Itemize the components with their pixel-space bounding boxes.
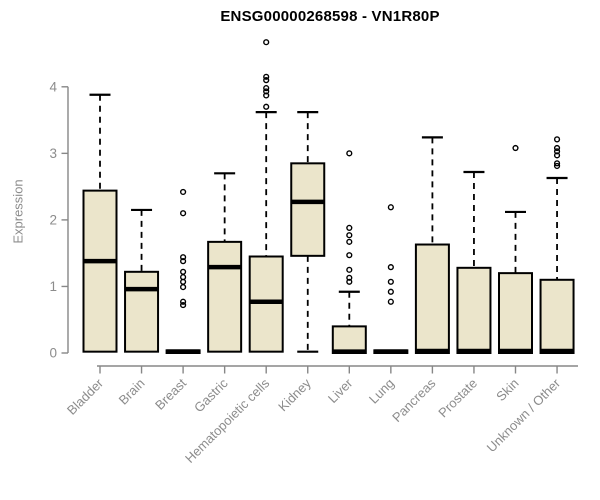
x-tick-label: Unknown / Other <box>484 375 564 455</box>
x-tick-label: Gastric <box>191 375 231 415</box>
outlier-point <box>263 73 270 80</box>
outlier-point <box>263 77 270 84</box>
box <box>414 243 450 354</box>
outlier-point <box>180 254 187 261</box>
box <box>331 325 367 355</box>
outlier-point <box>553 136 561 143</box>
outlier-point <box>263 103 270 110</box>
box <box>290 162 326 257</box>
outlier-point <box>180 298 187 305</box>
y-tick-label: 4 <box>49 79 57 94</box>
outlier-point <box>387 264 394 271</box>
box <box>124 270 160 353</box>
outlier-point <box>387 278 394 285</box>
outlier-point <box>346 232 353 239</box>
outlier-point <box>387 298 394 305</box>
outlier-point <box>180 258 187 265</box>
outlier-point <box>346 266 353 273</box>
outlier-point <box>346 252 353 259</box>
x-tick-label: Kidney <box>275 375 314 414</box>
outlier-point <box>553 160 561 167</box>
outlier-point <box>180 268 187 275</box>
outlier-point <box>263 92 270 99</box>
x-tick-label: Skin <box>493 376 521 404</box>
outlier-point <box>553 152 561 159</box>
y-tick-label: 2 <box>49 212 57 227</box>
outlier-point <box>263 88 270 95</box>
box <box>82 189 118 353</box>
chart-title: ENSG00000268598 - VN1R80P <box>220 8 440 25</box>
box <box>456 266 492 355</box>
y-tick-label: 3 <box>49 146 57 161</box>
x-tick-label: Prostate <box>435 376 480 421</box>
box <box>207 240 243 353</box>
outlier-point <box>346 278 353 285</box>
x-tick-label: Brain <box>116 376 148 408</box>
outlier-point <box>180 301 187 309</box>
x-tick-label: Pancreas <box>389 375 439 425</box>
outlier-point <box>346 224 353 231</box>
x-tick-label: Bladder <box>64 375 107 418</box>
outlier-point <box>553 148 561 155</box>
outlier-point <box>346 274 353 281</box>
y-tick-label: 0 <box>49 346 57 361</box>
outlier-point <box>553 162 561 170</box>
box <box>498 272 533 355</box>
box <box>248 255 284 353</box>
outlier-point <box>263 85 270 92</box>
outlier-point <box>180 210 187 217</box>
box <box>539 278 575 355</box>
x-tick-label: Breast <box>152 375 189 412</box>
outlier-point <box>346 150 353 157</box>
outlier-point <box>553 144 561 152</box>
outlier-point <box>180 188 187 196</box>
outlier-point <box>180 284 187 291</box>
x-tick-label: Liver <box>325 375 356 406</box>
outlier-point <box>387 204 394 211</box>
x-tick-label: Lung <box>366 376 397 407</box>
y-tick-label: 1 <box>49 279 57 294</box>
outlier-point <box>346 238 353 245</box>
outlier-point <box>387 288 394 295</box>
outlier-point <box>512 144 519 152</box>
outlier-point <box>263 39 270 46</box>
